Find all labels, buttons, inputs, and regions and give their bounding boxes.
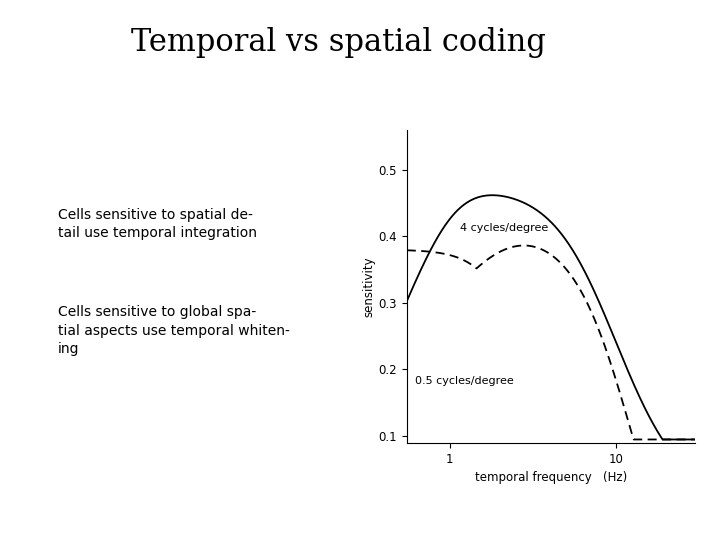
Y-axis label: sensitivity: sensitivity (363, 256, 376, 316)
Text: 4 cycles/degree: 4 cycles/degree (460, 223, 548, 233)
Text: Temporal vs spatial coding: Temporal vs spatial coding (131, 27, 546, 58)
Text: Cells sensitive to global spa-
tial aspects use temporal whiten-
ing: Cells sensitive to global spa- tial aspe… (58, 305, 289, 356)
X-axis label: temporal frequency   (Hz): temporal frequency (Hz) (474, 471, 627, 484)
Text: Cells sensitive to spatial de-
tail use temporal integration: Cells sensitive to spatial de- tail use … (58, 208, 256, 240)
Text: 0.5 cycles/degree: 0.5 cycles/degree (415, 376, 514, 386)
